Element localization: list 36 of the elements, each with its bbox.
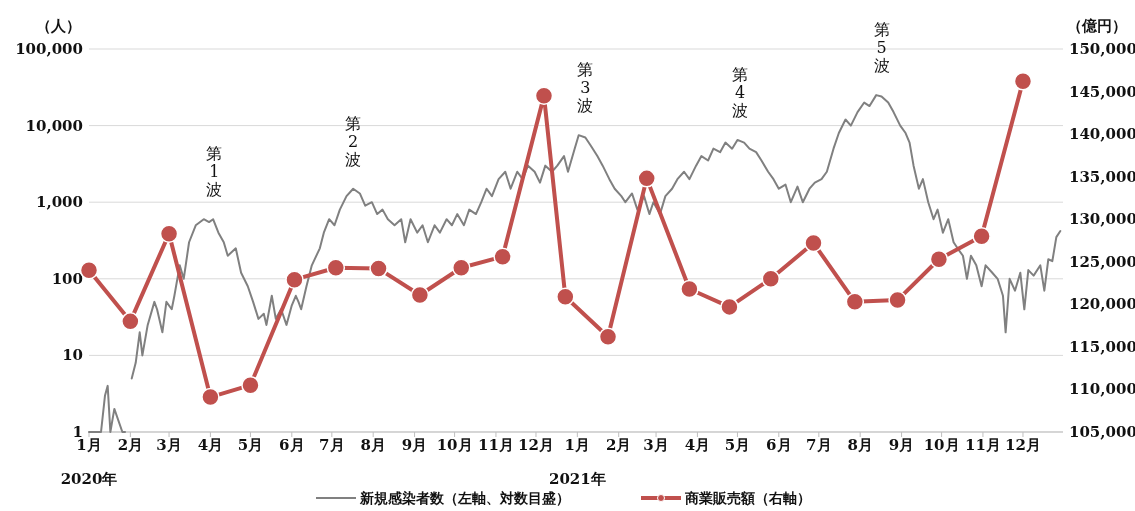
annotation: 第1波 bbox=[206, 144, 223, 200]
x-tick-label: 3月 bbox=[156, 436, 182, 454]
y-tick-label: 1,000 bbox=[36, 193, 83, 212]
y-tick-label: 100 bbox=[51, 269, 83, 288]
x-tick-label: 4月 bbox=[684, 436, 711, 454]
x-tick-label: 10月 bbox=[436, 436, 473, 454]
x-tick-label: 5月 bbox=[237, 436, 264, 454]
x-tick-label: 7月 bbox=[806, 436, 832, 454]
x-tick-label: 5月 bbox=[724, 436, 751, 454]
x-tick-label: 1月 2020年 bbox=[60, 436, 118, 488]
x-tick-label: 8月 bbox=[847, 436, 873, 454]
x-tick-label: 11月 bbox=[478, 436, 514, 454]
annotation: 第3波 bbox=[577, 60, 594, 116]
x-tick-label: 8月 bbox=[360, 436, 386, 454]
legend-label: 商業販売額（右軸） bbox=[684, 490, 811, 506]
x-tick-label: 11月 bbox=[965, 436, 1001, 454]
annotation: 第2波 bbox=[345, 113, 362, 169]
x-tick-label: 12月 bbox=[1005, 436, 1041, 454]
x-tick-label: 2月 bbox=[117, 436, 144, 454]
x-tick-label: 3月 bbox=[643, 436, 669, 454]
x-tick-label: 2月 bbox=[605, 436, 632, 454]
x-tick-label: 7月 bbox=[319, 436, 345, 454]
x-tick-label: 9月 bbox=[888, 436, 915, 454]
annotation: 第5波 bbox=[873, 20, 890, 76]
x-tick-label: 6月 bbox=[279, 436, 305, 454]
y2-axis-title: （億円） bbox=[1067, 17, 1127, 35]
y-axis-title: （人） bbox=[36, 17, 81, 35]
annotation: 第4波 bbox=[732, 64, 749, 120]
y-tick-label: 100,000 bbox=[15, 40, 83, 58]
y-tick-label: 10,000 bbox=[25, 116, 83, 135]
x-tick-label: 4月 bbox=[197, 436, 224, 454]
x-tick-label: 9月 bbox=[401, 436, 428, 454]
x-tick-label: 6月 bbox=[766, 436, 792, 454]
x-tick-label: 10月 bbox=[923, 436, 960, 454]
y-tick-label: 10 bbox=[62, 346, 83, 365]
legend-label: 新規感染者数（左軸、対数目盛） bbox=[359, 490, 570, 506]
